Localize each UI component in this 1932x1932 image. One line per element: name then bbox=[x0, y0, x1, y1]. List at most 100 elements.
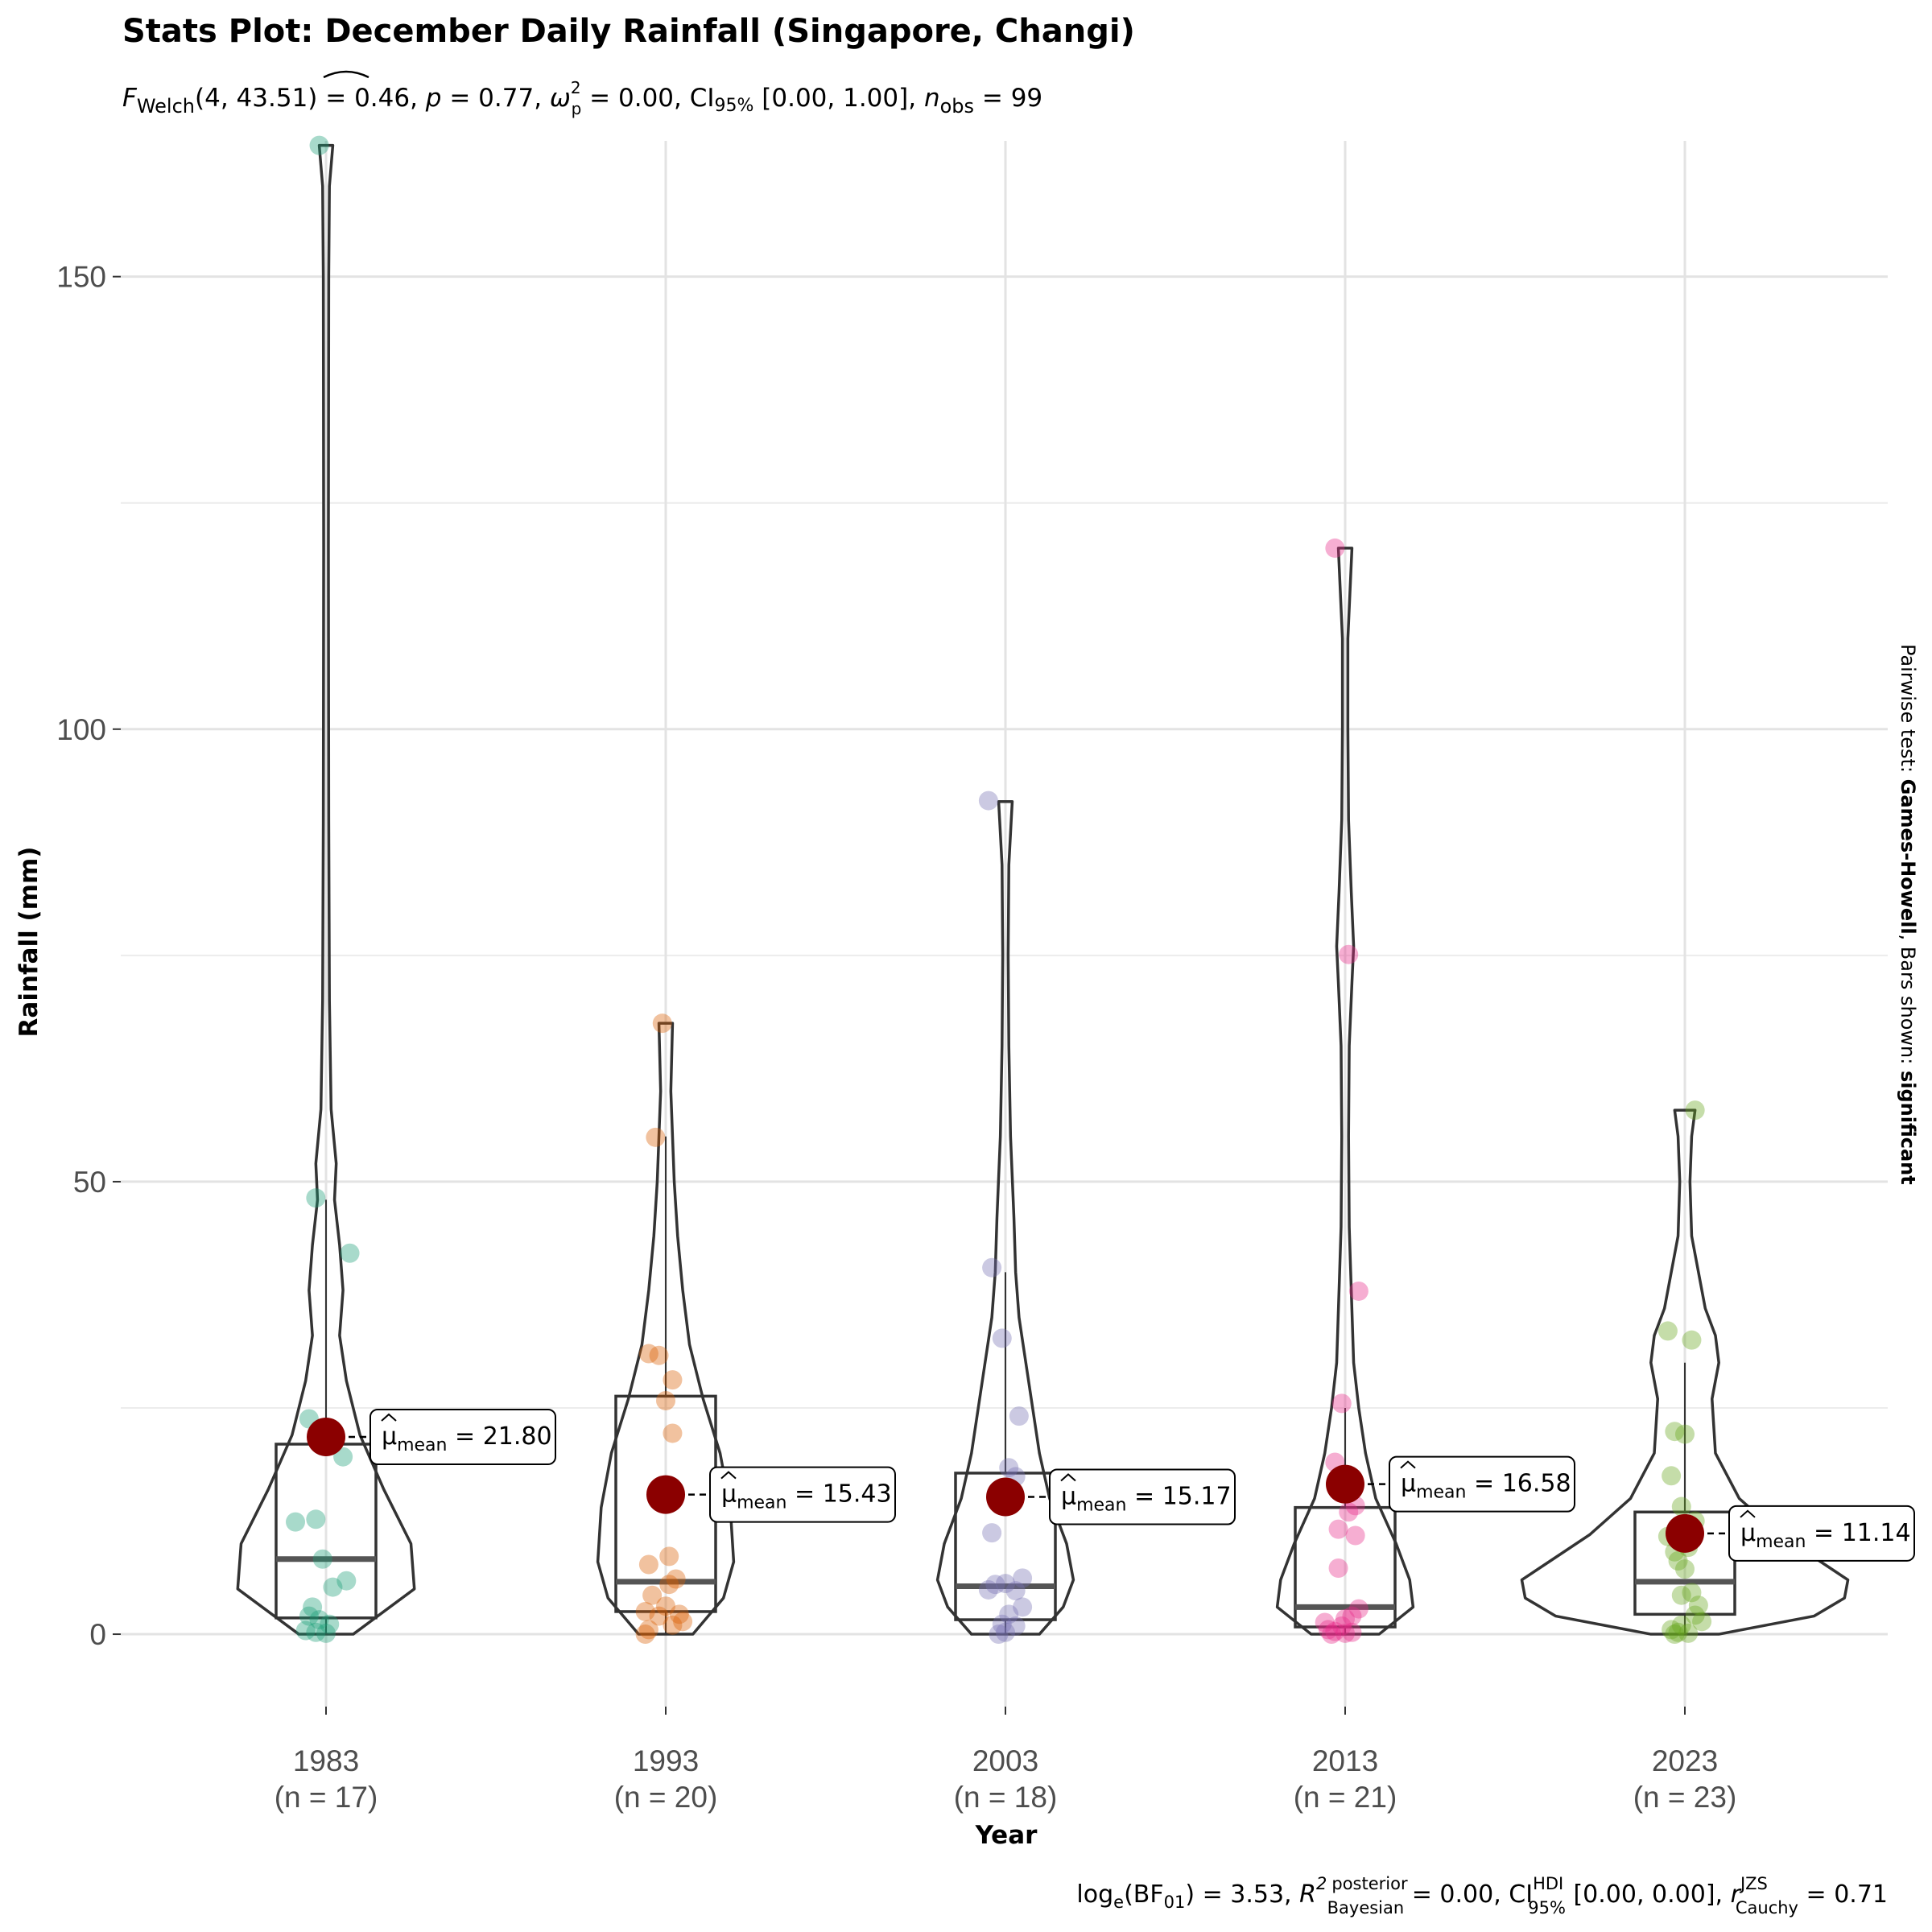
data-point bbox=[1665, 1422, 1685, 1442]
data-point bbox=[646, 1127, 666, 1147]
mean-sub: mean bbox=[737, 1493, 786, 1513]
box-2023 bbox=[1633, 1510, 1736, 1616]
y-tick-label: 150 bbox=[56, 261, 106, 294]
caption-r-sup: 2 bbox=[1316, 1874, 1327, 1893]
bayes-caption: loge(BF01) = 3.53, R2 posterior Bayesian =… bbox=[1076, 1874, 1888, 1918]
data-point bbox=[1692, 1612, 1712, 1632]
mean-hat bbox=[381, 1413, 397, 1422]
data-point bbox=[312, 1549, 332, 1569]
y-tick-label: 100 bbox=[56, 713, 106, 746]
mean-mu: μ bbox=[1740, 1519, 1756, 1547]
data-point bbox=[1682, 1583, 1702, 1603]
x-axis-title: Year bbox=[975, 1821, 1038, 1850]
caption-r-sup-label: posterior bbox=[1331, 1874, 1408, 1893]
mean-label: μmean = 21.80 bbox=[382, 1422, 552, 1455]
data-point bbox=[999, 1458, 1019, 1478]
subtitle-p-value: = 0.77, bbox=[441, 84, 549, 113]
mean-point bbox=[986, 1477, 1025, 1517]
mean-point bbox=[646, 1475, 685, 1514]
mean-value: = 15.17 bbox=[1126, 1483, 1231, 1511]
violin-1983 bbox=[236, 143, 416, 1636]
data-point bbox=[638, 1620, 658, 1640]
mean-value: = 21.80 bbox=[447, 1422, 551, 1451]
mean-value: = 11.14 bbox=[1806, 1519, 1910, 1547]
data-point bbox=[982, 1523, 1002, 1543]
mean-label-box bbox=[1049, 1468, 1236, 1525]
box-2013 bbox=[1294, 1505, 1397, 1629]
subtitle-omega-value: = 0.00, CI bbox=[581, 84, 714, 113]
subtitle-args: (4, 43.51) = 0.46, bbox=[195, 84, 426, 113]
boxes bbox=[275, 1136, 1736, 1635]
mean-mu: μ bbox=[1401, 1470, 1416, 1498]
data-point bbox=[1685, 1100, 1705, 1121]
data-point bbox=[673, 1612, 693, 1632]
caption-rc-value: = 0.71 bbox=[1798, 1880, 1888, 1909]
data-point bbox=[1005, 1616, 1026, 1636]
mean-hat bbox=[1740, 1509, 1756, 1518]
data-point bbox=[635, 1624, 655, 1645]
data-point bbox=[1013, 1597, 1033, 1617]
caption-r: R bbox=[1299, 1880, 1316, 1909]
ticks: 0 50 100 150 1983 (n = 17) 1993 (n = 20) 2003 (n … bbox=[56, 261, 1736, 1814]
caption-ci-sup: HDI bbox=[1533, 1874, 1563, 1893]
caption-r-value: = 0.00, CI bbox=[1404, 1880, 1533, 1909]
subtitle-f: F bbox=[122, 84, 138, 113]
data-point bbox=[306, 1188, 326, 1208]
data-point bbox=[306, 1622, 326, 1642]
data-point bbox=[982, 1257, 1002, 1278]
data-point bbox=[286, 1512, 306, 1532]
x-tick-n-label: (n = 23) bbox=[1633, 1781, 1737, 1814]
data-point bbox=[1328, 1558, 1348, 1578]
data-point bbox=[340, 1243, 360, 1263]
data-point bbox=[309, 135, 329, 155]
data-point bbox=[669, 1604, 689, 1624]
x-tick-label: 1993 bbox=[633, 1744, 699, 1777]
data-point bbox=[992, 1614, 1012, 1634]
x-tick-label: 2013 bbox=[1312, 1744, 1378, 1777]
data-point bbox=[1665, 1624, 1685, 1645]
data-point bbox=[1315, 1612, 1335, 1633]
data-point bbox=[656, 1596, 675, 1616]
data-point bbox=[652, 1013, 672, 1034]
subtitle-omega-hat bbox=[323, 70, 369, 79]
pairwise-test: Games-Howell bbox=[1897, 779, 1919, 935]
data-point bbox=[1671, 1615, 1691, 1635]
y-tick-label: 50 bbox=[73, 1166, 106, 1199]
caption-bf: (BF bbox=[1124, 1880, 1164, 1909]
mean-hat bbox=[720, 1471, 737, 1480]
data-point bbox=[1335, 1623, 1355, 1643]
data-point bbox=[1335, 1608, 1355, 1629]
data-point bbox=[656, 1390, 675, 1410]
data-point bbox=[989, 1624, 1009, 1645]
data-point bbox=[638, 1344, 658, 1364]
subtitle-n-sub: obs bbox=[940, 95, 974, 118]
mean-sub: mean bbox=[1756, 1532, 1806, 1552]
data-point bbox=[1657, 1321, 1678, 1341]
data-point bbox=[649, 1345, 669, 1365]
data-point bbox=[309, 1610, 329, 1630]
data-point bbox=[1322, 1624, 1342, 1645]
caption-rc-sup: JZS bbox=[1739, 1874, 1768, 1893]
data-point bbox=[666, 1569, 686, 1589]
mean-label: μmean = 11.14 bbox=[1740, 1519, 1911, 1552]
data-point bbox=[295, 1620, 316, 1641]
x-tick-label: 2003 bbox=[972, 1744, 1038, 1777]
data-point bbox=[978, 1579, 998, 1600]
data-point bbox=[1671, 1585, 1691, 1605]
subtitle-omega: ω bbox=[550, 84, 571, 113]
subtitle-n-value: = 99 bbox=[974, 84, 1042, 113]
subtitle-n-label: n bbox=[924, 84, 940, 113]
mean-value: = 16.58 bbox=[1466, 1470, 1571, 1498]
pairwise-shown: significant bbox=[1897, 1071, 1919, 1185]
y-axis-title: Rainfall (mm) bbox=[14, 847, 43, 1038]
x-tick-n-label: (n = 20) bbox=[614, 1781, 718, 1814]
data-point bbox=[635, 1601, 655, 1621]
data-point bbox=[303, 1597, 323, 1617]
mean-label-box bbox=[709, 1466, 896, 1523]
data-point bbox=[320, 1614, 340, 1634]
data-point bbox=[306, 1509, 326, 1530]
data-point bbox=[1318, 1620, 1338, 1640]
